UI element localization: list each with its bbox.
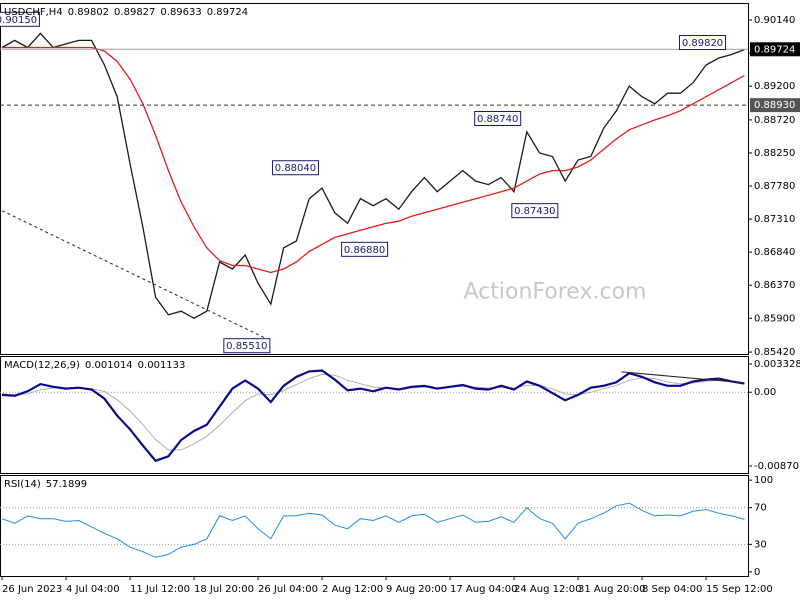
panel-header: MACD(12,26,9) 0.001014 0.001133 — [4, 360, 185, 371]
y-tick-label: 0.86370 — [754, 280, 795, 291]
annotation-box — [0, 11, 40, 27]
trend-line — [621, 371, 745, 384]
y-tick-label: 0.88720 — [754, 115, 795, 126]
series-line — [2, 46, 745, 274]
y-tick-label: 0 — [754, 567, 760, 578]
header-value: 0.001014 — [85, 360, 133, 371]
header-value: 57.1899 — [46, 479, 87, 490]
annotation-box — [474, 110, 522, 126]
annotation-label: 0.86880 — [344, 245, 385, 256]
y-tick-label: 70 — [754, 503, 767, 514]
y-tick-label: 30 — [754, 539, 767, 550]
x-tick-label: 26 Jun 2023 — [2, 584, 62, 595]
series-line — [1, 373, 745, 451]
y-tick-label: -0.008707 — [754, 461, 800, 472]
annotation-label: 0.87430 — [514, 206, 555, 217]
series-line — [1, 502, 745, 558]
price-label-box — [750, 98, 800, 113]
watermark: ActionForex.com — [464, 280, 647, 305]
annotation-box — [341, 241, 389, 257]
header-value: 0.89633 — [160, 7, 201, 18]
panel-frame — [0, 3, 749, 355]
y-tick-label: 0.89200 — [754, 81, 795, 92]
annotation-label: 0.89820 — [682, 38, 723, 49]
series-line — [1, 32, 745, 320]
x-tick-label: 2 Aug 12:00 — [322, 584, 383, 595]
annotation-box — [271, 160, 319, 176]
x-tick-label: 15 Sep 12:00 — [706, 584, 773, 595]
header-value: 0.89827 — [114, 7, 155, 18]
annotation-label: 0.88740 — [477, 114, 518, 125]
trend-line — [1, 210, 272, 342]
y-tick-label: 0.003328 — [754, 359, 800, 370]
panel-title: MACD(12,26,9) — [4, 360, 80, 371]
y-tick-label: 100 — [754, 475, 773, 486]
x-tick-label: 17 Aug 04:00 — [450, 584, 517, 595]
panel-header: RSI(14) 57.1899 — [4, 479, 87, 490]
x-tick-label: 31 Aug 20:00 — [578, 584, 645, 595]
price-label: 0.88930 — [754, 100, 795, 111]
y-tick-label: 0.87310 — [754, 214, 795, 225]
annotation-box — [511, 203, 559, 219]
x-tick-label: 11 Jul 12:00 — [130, 584, 190, 595]
annotation-box — [678, 35, 726, 51]
y-tick-label: 0.86840 — [754, 247, 795, 258]
x-tick-label: 26 Jul 04:00 — [258, 584, 318, 595]
y-tick-label: 0.87780 — [754, 181, 795, 192]
annotation-box — [223, 338, 271, 354]
price-label: 0.89724 — [754, 44, 795, 55]
x-tick-label: 24 Aug 12:00 — [514, 584, 581, 595]
panel-frame — [0, 475, 749, 577]
y-tick-label: 0.88250 — [754, 148, 795, 159]
annotation-label: 0.88040 — [275, 163, 316, 174]
header-value: 0.89802 — [68, 7, 109, 18]
y-tick-label: 0.85900 — [754, 313, 795, 324]
x-tick-label: 9 Aug 20:00 — [386, 584, 447, 595]
price-label-box — [750, 42, 800, 57]
header-value: 0.89724 — [207, 7, 248, 18]
x-tick-label: 4 Jul 04:00 — [66, 584, 120, 595]
x-tick-label: 8 Sep 04:00 — [642, 584, 702, 595]
series-line — [1, 369, 745, 463]
y-tick-label: 0.00 — [754, 387, 776, 398]
annotation-label: 0.90150 — [0, 15, 37, 26]
panel-title: USDCHF,H4 — [4, 7, 63, 18]
panel-header: USDCHF,H4 0.89802 0.89827 0.89633 0.89724 — [4, 7, 248, 18]
panel-title: RSI(14) — [4, 479, 41, 490]
header-value: 0.001133 — [138, 360, 186, 371]
panel-frame — [0, 356, 749, 474]
y-tick-label: 0.90140 — [754, 15, 795, 26]
x-tick-label: 18 Jul 20:00 — [194, 584, 254, 595]
y-tick-label: 0.85420 — [754, 347, 795, 358]
annotation-label: 0.85510 — [226, 341, 267, 352]
